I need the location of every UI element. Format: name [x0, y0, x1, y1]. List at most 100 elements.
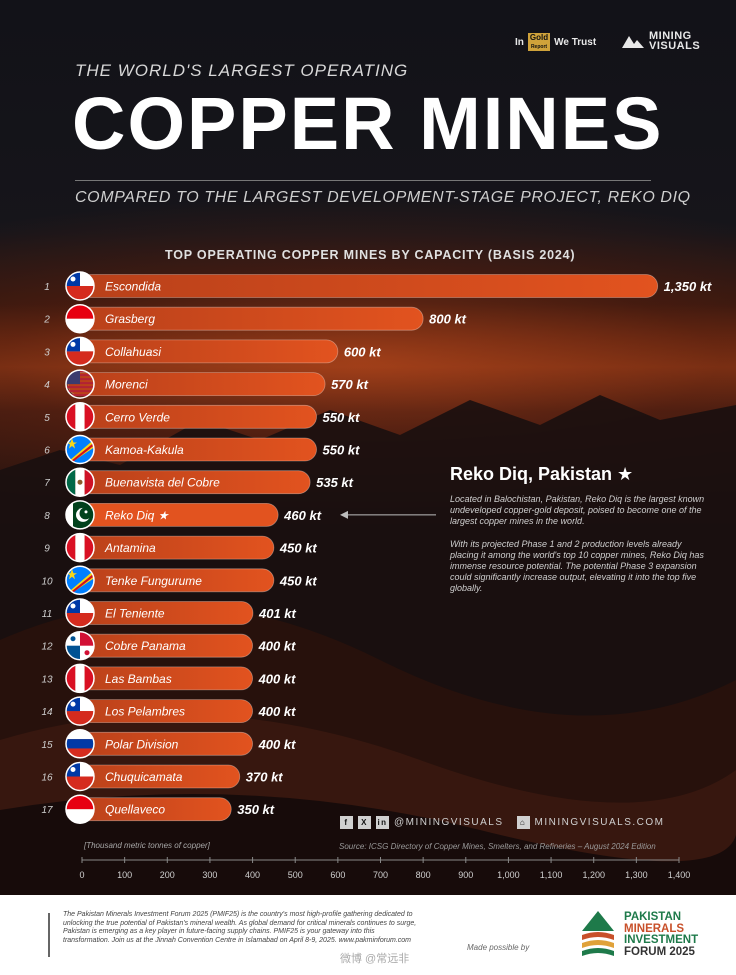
subheadline: COMPARED TO THE LARGEST DEVELOPMENT-STAG…: [75, 189, 691, 206]
flag-peru-icon-9: [65, 532, 95, 563]
value-label: 400 kt: [258, 737, 297, 752]
rank-label: 10: [41, 576, 53, 587]
x-tick-label: 1,300: [625, 870, 648, 880]
linkedin-icon[interactable]: in: [376, 816, 389, 829]
x-tick-label: 400: [245, 870, 260, 880]
bar: [67, 535, 275, 560]
sponsor-report: Report: [530, 44, 548, 50]
rank-label: 1: [44, 282, 50, 293]
flag-indonesia-icon-2: [65, 303, 95, 334]
value-label: 401 kt: [258, 606, 297, 621]
annotation-para2: With its projected Phase 1 and 2 product…: [450, 539, 704, 593]
rank-label: 5: [44, 413, 50, 424]
annotation-para1: Located in Balochistan, Pakistan, Reko D…: [450, 494, 705, 526]
category-label: Las Bambas: [105, 672, 172, 686]
divider: [75, 180, 651, 181]
flag-panama-icon-12: [65, 630, 95, 661]
value-label: 800 kt: [429, 312, 467, 327]
flag-chile-icon-11: [65, 598, 95, 628]
x-tick-label: 600: [330, 870, 345, 880]
value-label: 550 kt: [323, 443, 361, 458]
value-label: 1,350 kt: [664, 279, 712, 294]
value-label: 370 kt: [246, 770, 284, 785]
annotation-arrow-head: [340, 510, 348, 519]
category-label: Kamoa-Kakula: [105, 443, 184, 457]
flag-usa-icon-4: [65, 369, 95, 399]
footer-text: The Pakistan Minerals Investment Forum 2…: [63, 911, 417, 944]
value-label: 570 kt: [331, 377, 369, 392]
rank-label: 14: [41, 707, 53, 718]
publisher-line1: MINING: [649, 30, 692, 42]
category-label: El Teniente: [105, 607, 165, 621]
rank-label: 16: [41, 773, 53, 784]
flag-peru-icon-13: [65, 663, 95, 694]
x-tick-label: 300: [202, 870, 217, 880]
category-label: Grasberg: [105, 312, 155, 326]
rank-label: 6: [44, 446, 50, 457]
x-tick-label: 0: [79, 870, 84, 880]
publisher-line2: VISUALS: [649, 40, 701, 52]
sponsor-trust: We Trust: [554, 36, 597, 48]
category-label: Quellaveco: [105, 803, 165, 817]
website-link[interactable]: MININGVISUALS.COM: [534, 817, 665, 828]
rank-label: 3: [44, 347, 50, 358]
x-tick-label: 100: [117, 870, 132, 880]
value-label: 550 kt: [323, 410, 361, 425]
chart-title: TOP OPERATING COPPER MINES BY CAPACITY (…: [165, 248, 576, 262]
category-label: Collahuasi: [105, 345, 161, 359]
flag-pakistan-icon-8: [65, 500, 95, 530]
category-label: Tenke Fungurume: [105, 574, 202, 588]
value-label: 350 kt: [237, 802, 275, 817]
flag-chile-icon-14: [65, 696, 95, 726]
x-axis-label: [Thousand metric tonnes of copper]: [84, 841, 210, 850]
category-label: Buenavista del Cobre: [105, 476, 220, 490]
flag-chile-icon-16: [65, 761, 95, 792]
sponsor-gold: Gold: [529, 33, 549, 42]
category-label: Antamina: [104, 541, 156, 555]
flag-drc-icon-6: [65, 434, 95, 465]
value-label: 450 kt: [279, 541, 318, 556]
footer: The Pakistan Minerals Investment Forum 2…: [0, 895, 736, 975]
category-label: Morenci: [105, 378, 148, 392]
x-tick-label: 500: [288, 870, 303, 880]
x-tick-label: 1,100: [540, 870, 563, 880]
facebook-icon[interactable]: f: [340, 816, 353, 829]
category-label: Reko Diq ★: [105, 508, 170, 522]
kicker: THE WORLD'S LARGEST OPERATING: [75, 61, 409, 80]
x-tick-label: 1,200: [582, 870, 605, 880]
flag-russia-icon-15: [65, 729, 95, 759]
mountain-logo-icon: [622, 36, 644, 48]
x-icon[interactable]: X: [358, 816, 371, 829]
category-label: Chuquicamata: [105, 770, 183, 784]
x-tick-label: 1,400: [668, 870, 691, 880]
rank-label: 8: [44, 511, 50, 522]
x-tick-label: 800: [416, 870, 431, 880]
social-bar: f X in @MININGVISUALS ⌂ MININGVISUALS.CO…: [340, 816, 664, 829]
flag-peru-icon-5: [65, 402, 95, 432]
sponsor-in: In: [515, 36, 524, 48]
rank-label: 11: [42, 609, 52, 620]
value-label: 400 kt: [258, 671, 297, 686]
value-label: 600 kt: [344, 344, 382, 359]
flag-mexico-icon-7: [65, 467, 95, 497]
category-label: Cobre Panama: [105, 639, 186, 653]
value-label: 535 kt: [316, 475, 354, 490]
value-label: 450 kt: [279, 573, 318, 588]
rank-label: 15: [41, 740, 53, 751]
infographic-poster: In Gold Report We Trust MINING VISUALS T…: [0, 0, 736, 895]
sponsor-gold-box: Gold Report: [527, 33, 551, 51]
flag-chile-icon-1: [65, 271, 95, 301]
pmif-logo-text: PAKISTAN MINERALS INVESTMENT FORUM 2025: [624, 911, 699, 958]
social-handle[interactable]: @MININGVISUALS: [394, 817, 504, 828]
headline: COPPER MINES: [72, 82, 664, 165]
rank-label: 12: [41, 642, 53, 653]
value-label: 400 kt: [258, 639, 297, 654]
source-note: Source: ICSG Directory of Copper Mines, …: [339, 842, 656, 851]
rank-label: 17: [41, 805, 53, 816]
annotation-title: Reko Diq, Pakistan ★: [450, 464, 634, 484]
category-label: Polar Division: [105, 737, 179, 751]
flag-indonesia-icon-17: [65, 794, 95, 824]
value-label: 460 kt: [283, 508, 322, 523]
x-tick-label: 700: [373, 870, 388, 880]
bar: [67, 502, 279, 527]
